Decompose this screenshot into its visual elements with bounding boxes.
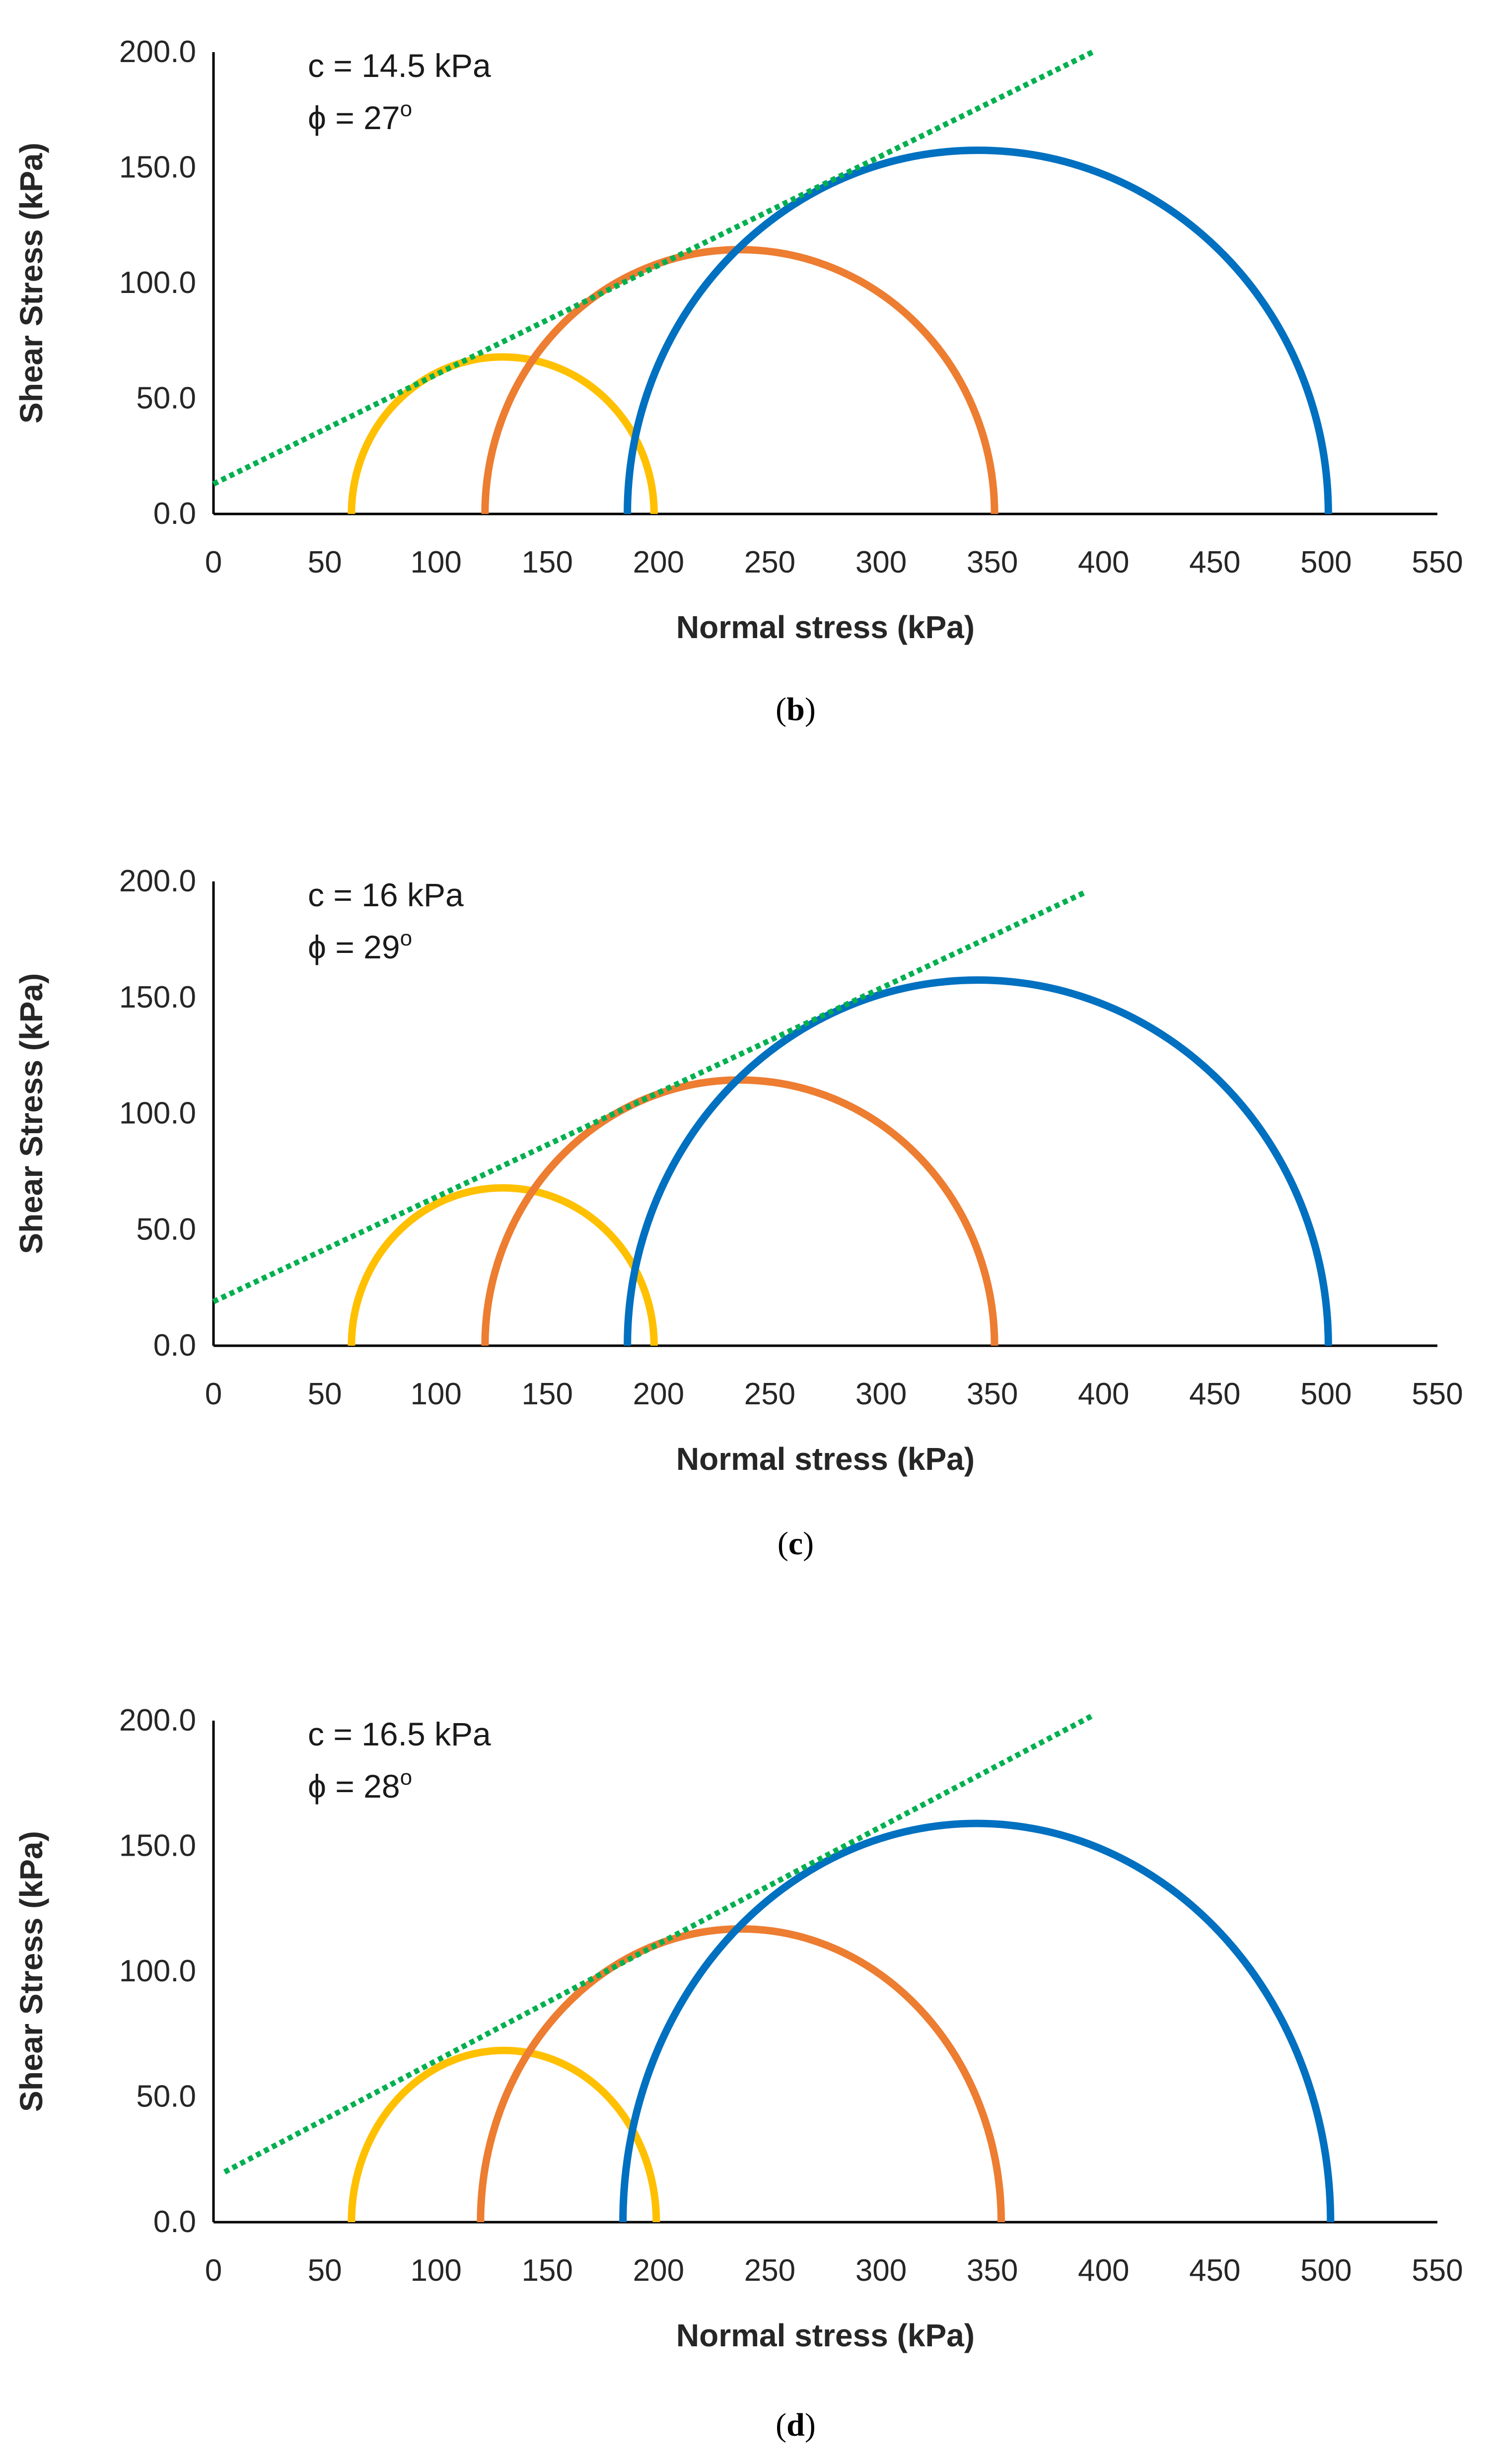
x-tick-label: 550 [1412, 1377, 1463, 1411]
degree-symbol: o [400, 97, 412, 121]
friction-angle-label: ϕ = 27o [308, 97, 412, 136]
x-tick-label: 450 [1189, 1377, 1240, 1411]
x-tick-label: 200 [633, 545, 684, 580]
degree-symbol: o [400, 926, 412, 950]
degree-symbol: o [400, 1765, 412, 1790]
x-axis-title: Normal stress (kPa) [676, 2318, 975, 2353]
y-tick-label: 200.0 [119, 35, 196, 69]
subfigure-caption: (c) [778, 1525, 814, 1562]
x-tick-label: 50 [308, 545, 342, 580]
x-tick-label: 400 [1078, 545, 1129, 580]
x-tick-label: 150 [522, 1377, 573, 1411]
y-tick-label: 50.0 [136, 2080, 196, 2114]
chart-d: 0 50 100 150 200 250 300 350 400 450 500 550 0.0 50.0… [13, 1703, 1463, 2443]
y-tick-label: 0.0 [153, 497, 196, 531]
cohesion-label: c = 16 kPa [308, 876, 464, 913]
x-tick-label: 0 [205, 2253, 222, 2288]
y-tick-label: 50.0 [136, 1212, 196, 1246]
y-tick-label: 150.0 [119, 1829, 196, 1863]
y-tick-label: 200.0 [119, 1703, 196, 1738]
y-tick-label: 0.0 [153, 2205, 196, 2239]
y-axis-title: Shear Stress (kPa) [13, 1831, 49, 2112]
x-tick-label: 100 [410, 1377, 461, 1411]
failure-envelope [223, 1713, 1094, 2174]
x-tick-label: 50 [308, 2253, 342, 2288]
chart-c: 0 50 100 150 200 250 300 350 400 450 500 550 0.0 50.0… [13, 864, 1463, 1562]
y-tick-label: 100.0 [119, 1096, 196, 1131]
x-axis-title: Normal stress (kPa) [676, 609, 975, 645]
cohesion-label: c = 14.5 kPa [308, 47, 491, 84]
friction-angle-value: ϕ = 27 [308, 99, 400, 136]
x-tick-label: 500 [1300, 2253, 1351, 2288]
y-tick-label: 200.0 [119, 864, 196, 898]
caption-close-paren: ) [803, 1525, 814, 1562]
y-tick-label: 150.0 [119, 150, 196, 185]
caption-open-paren: ( [776, 2407, 786, 2443]
x-tick-label: 550 [1412, 545, 1463, 580]
caption-open-paren: ( [778, 1525, 788, 1562]
x-tick-label: 450 [1189, 2253, 1240, 2288]
x-tick-label: 400 [1078, 2253, 1129, 2288]
failure-envelope [212, 50, 1094, 487]
subfigure-caption: (b) [776, 691, 816, 727]
x-tick-label: 350 [967, 545, 1018, 580]
y-tick-label: 50.0 [136, 381, 196, 416]
cohesion-label: c = 16.5 kPa [308, 1716, 491, 1752]
x-tick-label: 400 [1078, 1377, 1129, 1411]
x-tick-label: 100 [410, 2253, 461, 2288]
x-tick-label: 150 [522, 2253, 573, 2288]
x-tick-label: 350 [967, 1377, 1018, 1411]
y-axis-title: Shear Stress (kPa) [13, 143, 49, 424]
x-tick-label: 500 [1300, 1377, 1351, 1411]
subfigure-caption: (d) [776, 2407, 816, 2443]
caption-open-paren: ( [776, 691, 786, 727]
x-axis-title: Normal stress (kPa) [676, 1441, 975, 1477]
x-tick-label: 300 [855, 545, 907, 580]
x-tick-label: 300 [855, 1377, 907, 1411]
friction-angle-label: ϕ = 28o [308, 1765, 412, 1805]
caption-letter: b [786, 691, 805, 727]
x-tick-label: 350 [967, 2253, 1018, 2288]
caption-letter: d [786, 2407, 805, 2443]
x-tick-label: 200 [633, 2253, 684, 2288]
mohr-circle-3 [619, 1819, 1335, 2223]
x-tick-label: 0 [205, 1377, 222, 1411]
caption-close-paren: ) [805, 2407, 816, 2443]
x-tick-label: 450 [1189, 545, 1240, 580]
x-tick-label: 250 [744, 545, 795, 580]
friction-angle-value: ϕ = 28 [308, 1768, 400, 1805]
friction-angle-value: ϕ = 29 [308, 929, 400, 965]
caption-close-paren: ) [805, 691, 816, 727]
x-tick-label: 200 [633, 1377, 684, 1411]
y-tick-label: 150.0 [119, 980, 196, 1015]
x-tick-label: 0 [205, 545, 222, 580]
friction-angle-label: ϕ = 29o [308, 926, 412, 965]
y-axis-title: Shear Stress (kPa) [13, 973, 49, 1254]
x-tick-label: 500 [1300, 545, 1351, 580]
x-tick-label: 550 [1412, 2253, 1463, 2288]
caption-letter: c [788, 1525, 803, 1562]
y-tick-label: 100.0 [119, 1954, 196, 1988]
y-tick-label: 0.0 [153, 1328, 196, 1363]
y-tick-label: 100.0 [119, 266, 196, 300]
x-tick-label: 100 [410, 545, 461, 580]
chart-b: 0 50 100 150 200 250 300 350 400 450 500 550 0.0 50.0… [13, 35, 1463, 727]
x-tick-label: 300 [855, 2253, 907, 2288]
x-tick-label: 250 [744, 2253, 795, 2288]
x-tick-label: 50 [308, 1377, 342, 1411]
x-tick-label: 250 [744, 1377, 795, 1411]
x-tick-label: 150 [522, 545, 573, 580]
